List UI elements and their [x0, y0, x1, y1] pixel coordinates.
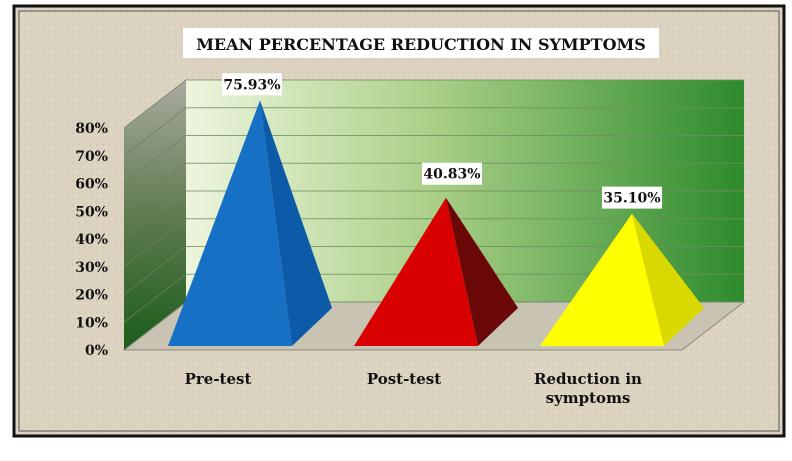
data-labels: 75.93% 40.83% 35.10%	[222, 73, 662, 209]
y-tick-label: 20%	[75, 288, 108, 304]
gridline-side	[123, 218, 187, 268]
gridline-side	[123, 246, 187, 295]
data-label-box	[602, 186, 662, 209]
y-tick-label: 40%	[75, 232, 108, 248]
data-label-box	[422, 162, 482, 185]
gridline-side	[123, 162, 187, 212]
bar-1	[168, 100, 292, 346]
pyramid-bars	[168, 100, 704, 346]
gridline-side	[123, 135, 187, 184]
bar-2-side	[446, 197, 518, 346]
chart-title-group: MEAN PERCENTAGE REDUCTION IN SYMPTOMS	[183, 28, 659, 58]
data-label-box	[222, 73, 282, 96]
x-category-label: Reduction in	[534, 370, 642, 388]
x-category-label: symptoms	[546, 389, 631, 407]
y-tick-label: 0%	[85, 343, 108, 359]
data-label-2: 40.83%	[423, 167, 480, 183]
x-category-label: Post-test	[367, 370, 441, 388]
bar-3	[540, 213, 664, 346]
y-axis-tick-labels: 0% 10% 20% 30% 40% 50% 60% 70% 80%	[75, 121, 108, 359]
y-tick-label: 10%	[75, 315, 108, 331]
bar-1-side	[260, 100, 332, 346]
data-label-3: 35.10%	[603, 191, 660, 207]
y-tick-label: 80%	[75, 121, 108, 137]
x-category-label: Pre-test	[185, 370, 252, 388]
chart-title: MEAN PERCENTAGE REDUCTION IN SYMPTOMS	[196, 35, 646, 54]
chart-title-box	[183, 28, 659, 58]
gridline-side	[123, 301, 187, 351]
gridline-side	[123, 79, 187, 129]
bar-3-side	[632, 213, 704, 346]
y-tick-label: 60%	[75, 177, 108, 193]
y-tick-label: 70%	[75, 149, 108, 165]
data-label-1: 75.93%	[223, 77, 280, 93]
gridline-side	[123, 190, 187, 240]
gridline-side	[123, 107, 187, 157]
chart-inner-frame	[18, 10, 780, 432]
y-tick-label: 30%	[75, 260, 108, 276]
y-tick-label: 50%	[75, 204, 108, 220]
gridline-side	[123, 273, 187, 323]
bar-2	[354, 197, 478, 346]
